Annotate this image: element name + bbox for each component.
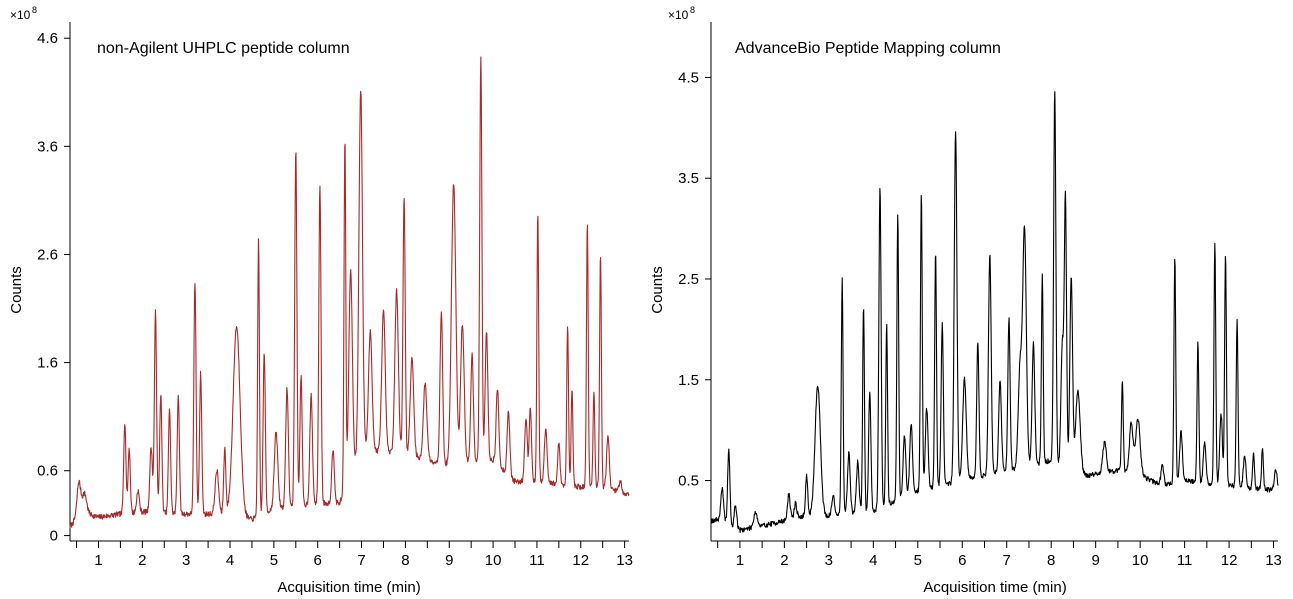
x-tick-label: 2: [780, 552, 788, 569]
chart-title: non-Agilent UHPLC peptide column: [97, 40, 350, 57]
x-ticks: 1 2 3 4 5 6 7 8 9 10 11 12 13: [717, 541, 1282, 569]
x-tick-label: 3: [182, 552, 190, 569]
y-tick-label: 0: [50, 528, 58, 545]
x-tick-label: 11: [1177, 552, 1193, 569]
y-tick-label: 1.5: [678, 372, 699, 389]
y-tick-label: 4.5: [678, 69, 699, 86]
y-tick-label: 2.5: [678, 271, 699, 288]
x-tick-label: 5: [270, 552, 278, 569]
x-tick-label: 4: [869, 552, 877, 569]
y-tick-label: 3.6: [37, 138, 58, 155]
x-tick-label: 11: [529, 552, 545, 569]
x-axis-label: Acquisition time (min): [923, 579, 1066, 596]
x-tick-label: 2: [138, 552, 146, 569]
chart-left: ×10 8 non-Agilent UHPLC peptide column C…: [8, 5, 633, 596]
x-tick-label: 3: [825, 552, 833, 569]
x-tick-label: 6: [314, 552, 322, 569]
x-tick-label: 8: [401, 552, 409, 569]
chromatogram-trace: [710, 91, 1279, 533]
y-tick-label: 0.6: [37, 463, 58, 480]
x-ticks: 1 2 3 4 5 6 7 8 9 10 11 12 13: [76, 541, 633, 569]
y-multiplier-exponent: 8: [690, 5, 695, 15]
y-ticks: 0.5 1.5 2.5 3.5 4.5: [678, 69, 711, 490]
x-tick-label: 8: [1047, 552, 1055, 569]
y-tick-label: 3.5: [678, 170, 699, 187]
x-tick-label: 12: [1221, 552, 1238, 569]
x-tick-label: 13: [1265, 552, 1282, 569]
chart-right: ×10 8 AdvanceBio Peptide Mapping column …: [649, 5, 1282, 596]
x-tick-label: 4: [226, 552, 234, 569]
x-tick-label: 9: [1091, 552, 1099, 569]
x-tick-label: 7: [357, 552, 365, 569]
y-axis-label: Counts: [8, 266, 25, 314]
x-tick-label: 1: [94, 552, 102, 569]
y-tick-label: 2.6: [37, 246, 58, 263]
y-multiplier-label: ×10: [668, 8, 689, 22]
y-axis-label: Counts: [649, 266, 666, 314]
y-multiplier-label: ×10: [10, 8, 31, 22]
x-tick-label: 13: [616, 552, 633, 569]
y-tick-label: 0.5: [678, 473, 699, 490]
x-tick-label: 9: [445, 552, 453, 569]
x-tick-label: 5: [914, 552, 922, 569]
x-tick-label: 6: [958, 552, 966, 569]
chromatogram-trace: [69, 56, 630, 529]
chart-title: AdvanceBio Peptide Mapping column: [735, 40, 1001, 57]
x-tick-label: 10: [1132, 552, 1149, 569]
y-ticks: 0 0.6 1.6 2.6 3.6 4.6: [37, 30, 70, 545]
y-tick-label: 4.6: [37, 30, 58, 47]
x-tick-label: 1: [736, 552, 744, 569]
x-axis-label: Acquisition time (min): [277, 579, 420, 596]
y-tick-label: 1.6: [37, 355, 58, 372]
x-tick-label: 12: [572, 552, 589, 569]
y-multiplier-exponent: 8: [32, 5, 37, 15]
x-tick-label: 10: [485, 552, 502, 569]
x-tick-label: 7: [1003, 552, 1011, 569]
